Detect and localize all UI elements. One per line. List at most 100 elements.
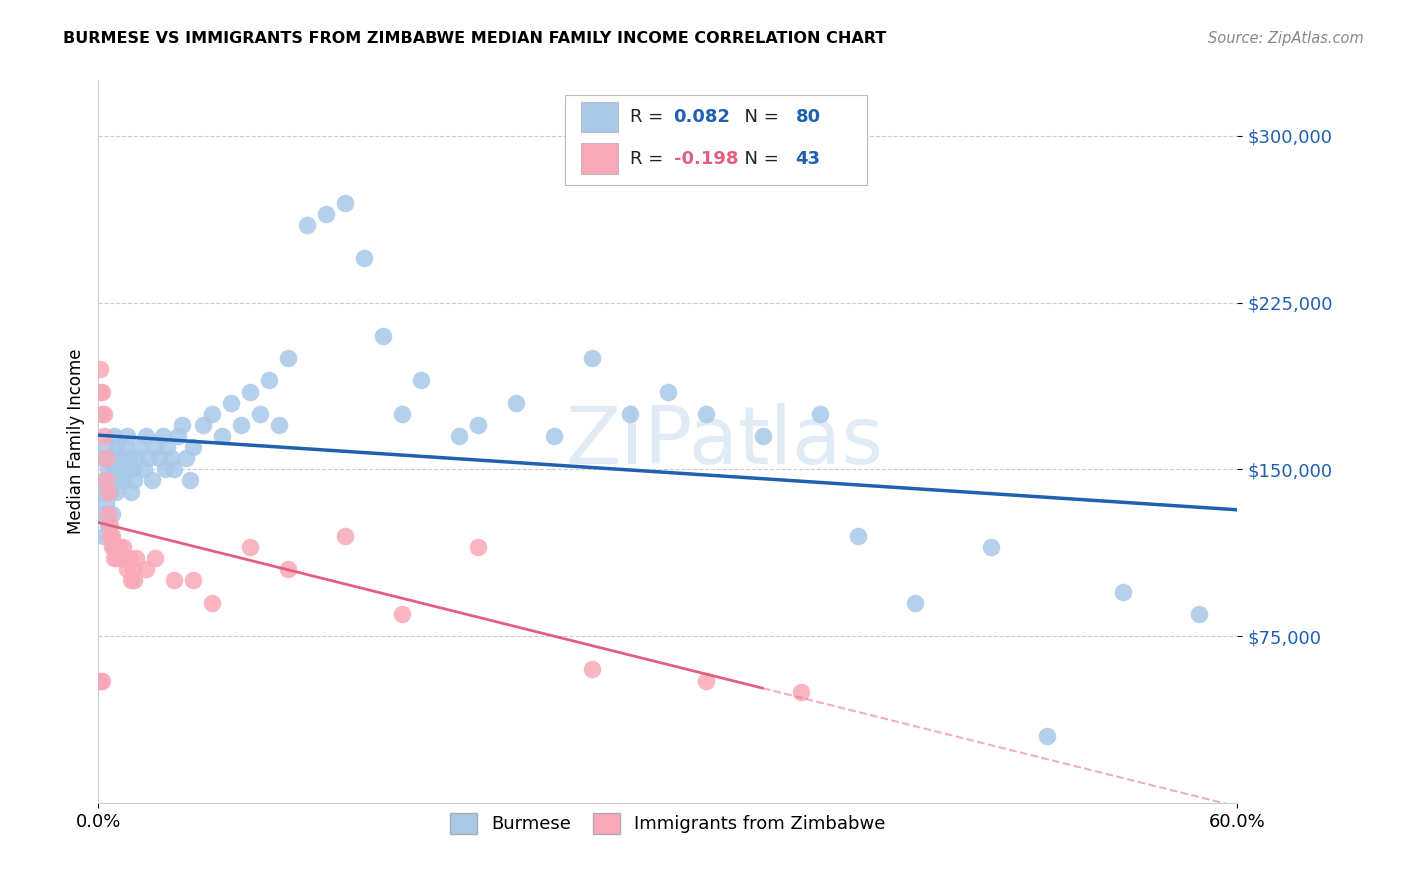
Point bbox=[93, 474, 115, 488]
Point bbox=[118, 551, 141, 566]
Point bbox=[191, 417, 214, 432]
Point bbox=[108, 462, 131, 476]
Point bbox=[107, 474, 129, 488]
Point bbox=[153, 462, 176, 476]
Point bbox=[100, 507, 122, 521]
Point bbox=[97, 484, 120, 499]
Point bbox=[145, 551, 167, 566]
Point bbox=[695, 673, 717, 688]
Point bbox=[94, 451, 117, 466]
Point bbox=[129, 440, 152, 454]
Point bbox=[124, 574, 146, 588]
Text: BURMESE VS IMMIGRANTS FROM ZIMBABWE MEDIAN FAMILY INCOME CORRELATION CHART: BURMESE VS IMMIGRANTS FROM ZIMBABWE MEDI… bbox=[63, 31, 887, 46]
Point bbox=[201, 407, 224, 421]
Point bbox=[277, 562, 299, 576]
Point bbox=[97, 507, 120, 521]
Point bbox=[391, 407, 413, 421]
Point bbox=[211, 429, 233, 443]
Point bbox=[135, 562, 157, 576]
Point bbox=[148, 451, 170, 466]
Point bbox=[89, 673, 111, 688]
Point bbox=[581, 662, 603, 676]
Point bbox=[97, 517, 120, 532]
Point bbox=[94, 496, 117, 510]
Point bbox=[100, 529, 122, 543]
Point bbox=[91, 407, 114, 421]
Point bbox=[91, 384, 114, 399]
Point bbox=[104, 484, 127, 499]
Point bbox=[239, 384, 262, 399]
Point bbox=[239, 540, 262, 554]
Point bbox=[543, 429, 565, 443]
Point bbox=[505, 395, 527, 409]
Point bbox=[904, 596, 927, 610]
Point bbox=[752, 429, 775, 443]
FancyBboxPatch shape bbox=[581, 144, 617, 174]
Point bbox=[201, 596, 224, 610]
Point bbox=[124, 474, 146, 488]
Point bbox=[115, 562, 138, 576]
Point bbox=[104, 540, 127, 554]
Point bbox=[657, 384, 679, 399]
Point bbox=[183, 440, 205, 454]
Point bbox=[118, 451, 141, 466]
Point bbox=[98, 451, 121, 466]
Point bbox=[135, 429, 157, 443]
Text: Source: ZipAtlas.com: Source: ZipAtlas.com bbox=[1208, 31, 1364, 46]
Point bbox=[335, 195, 357, 210]
Point bbox=[353, 251, 375, 265]
Point bbox=[120, 484, 142, 499]
Point bbox=[808, 407, 831, 421]
Point bbox=[125, 551, 148, 566]
Point bbox=[103, 540, 125, 554]
Text: 0.082: 0.082 bbox=[673, 108, 731, 126]
Point bbox=[163, 574, 186, 588]
Point bbox=[449, 429, 471, 443]
Point bbox=[121, 562, 143, 576]
Point bbox=[107, 440, 129, 454]
Point bbox=[411, 373, 433, 387]
Point bbox=[846, 529, 869, 543]
Legend: Burmese, Immigrants from Zimbabwe: Burmese, Immigrants from Zimbabwe bbox=[439, 802, 897, 845]
Point bbox=[108, 540, 131, 554]
Point bbox=[163, 462, 186, 476]
Point bbox=[98, 484, 121, 499]
Point bbox=[132, 462, 155, 476]
Point bbox=[277, 351, 299, 366]
Point bbox=[91, 673, 114, 688]
Point bbox=[115, 462, 138, 476]
Point bbox=[112, 474, 135, 488]
Point bbox=[94, 440, 117, 454]
Point bbox=[221, 395, 243, 409]
Point bbox=[103, 462, 125, 476]
Point bbox=[179, 474, 201, 488]
FancyBboxPatch shape bbox=[581, 102, 617, 132]
Point bbox=[120, 574, 142, 588]
Point bbox=[103, 551, 125, 566]
Point bbox=[249, 407, 271, 421]
Point bbox=[100, 474, 122, 488]
Text: 80: 80 bbox=[796, 108, 821, 126]
Point bbox=[114, 551, 136, 566]
Point bbox=[114, 440, 136, 454]
Text: R =: R = bbox=[630, 150, 669, 168]
Point bbox=[89, 484, 111, 499]
Point bbox=[167, 429, 190, 443]
Point bbox=[91, 451, 114, 466]
Point bbox=[104, 451, 127, 466]
Point bbox=[335, 529, 357, 543]
Point bbox=[467, 417, 489, 432]
Point bbox=[371, 329, 394, 343]
Point bbox=[107, 551, 129, 566]
Point bbox=[136, 451, 159, 466]
Point bbox=[1036, 729, 1059, 743]
Point bbox=[89, 362, 111, 376]
Point bbox=[98, 529, 121, 543]
Point bbox=[619, 407, 641, 421]
Point bbox=[174, 451, 197, 466]
Point bbox=[93, 429, 115, 443]
Point bbox=[259, 373, 281, 387]
Point bbox=[159, 451, 181, 466]
Point bbox=[100, 540, 122, 554]
Point bbox=[979, 540, 1001, 554]
